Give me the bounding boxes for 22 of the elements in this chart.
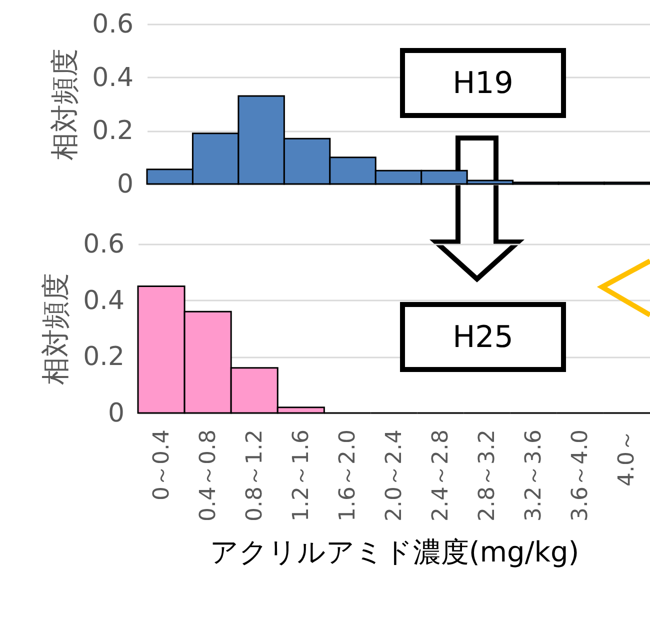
y-tick-label: 0.6 (92, 10, 134, 40)
y-tick-label: 0.4 (92, 62, 134, 93)
x-tick-label: 4.0～ (614, 430, 640, 486)
x-tick-label: 3.6～4.0 (568, 430, 594, 522)
x-tick-label: 2.4～2.8 (428, 430, 454, 522)
x-tick-label: 0.8～1.2 (242, 430, 268, 522)
y-axis-title: 相対頻度 (39, 273, 72, 385)
x-tick-label: 0.4～0.8 (196, 430, 221, 522)
x-tick-label: 2.0～2.4 (382, 430, 407, 522)
y-tick-label: 0.4 (83, 286, 124, 316)
x-tick-label: 2.8～3.2 (475, 430, 500, 522)
y-tick-label: 0.6 (83, 230, 124, 260)
y-axis-title: 相対頻度 (48, 48, 82, 160)
y-tick-label: 0 (108, 398, 124, 428)
x-axis-title: アクリルアミド濃度(mg/kg) (210, 535, 580, 568)
y-tick-label: 0.2 (92, 116, 134, 146)
y-tick-label: 0.2 (83, 342, 124, 372)
x-tick-label: 3.2～3.6 (522, 430, 547, 522)
x-tick-label: 1.2～1.6 (288, 430, 314, 522)
x-tick-label: 1.6～2.0 (335, 430, 360, 522)
y-tick-label: 0 (116, 170, 134, 200)
x-tick-label: 0～0.4 (149, 430, 174, 500)
